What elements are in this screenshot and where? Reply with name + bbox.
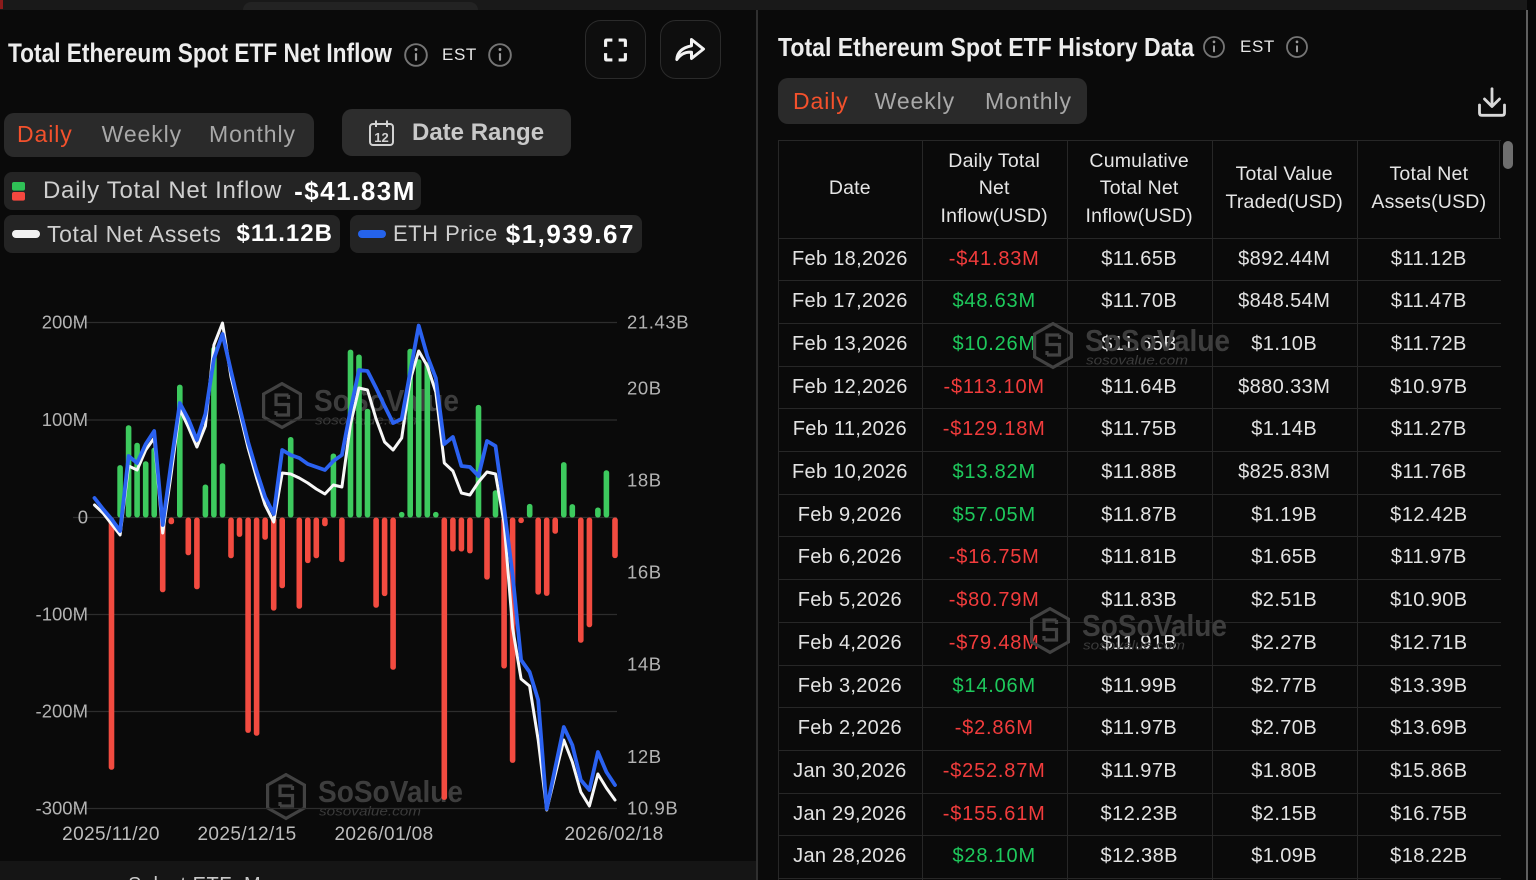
svg-text:16B: 16B — [627, 562, 662, 583]
svg-text:-200M: -200M — [36, 701, 88, 722]
svg-text:200M: 200M — [42, 312, 88, 333]
svg-text:SoSoValue: SoSoValue — [1085, 323, 1230, 358]
svg-text:100M: 100M — [42, 409, 88, 430]
svg-text:2026/01/08: 2026/01/08 — [334, 824, 433, 845]
svg-text:14B: 14B — [627, 654, 662, 675]
svg-text:sosovalue.com: sosovalue.com — [1086, 354, 1188, 368]
svg-text:sosovalue.com: sosovalue.com — [1083, 639, 1185, 653]
svg-text:0: 0 — [78, 507, 88, 528]
svg-text:12: 12 — [374, 130, 388, 145]
svg-text:-300M: -300M — [36, 798, 88, 819]
svg-text:10.9B: 10.9B — [627, 798, 678, 819]
svg-text:-100M: -100M — [36, 604, 88, 625]
svg-text:18B: 18B — [627, 470, 662, 491]
svg-text:21.43B: 21.43B — [627, 312, 689, 333]
svg-text:2026/02/18: 2026/02/18 — [564, 824, 663, 845]
svg-text:SoSoValue: SoSoValue — [318, 774, 463, 809]
svg-text:2025/12/15: 2025/12/15 — [197, 824, 296, 845]
svg-text:SoSoValue: SoSoValue — [1082, 608, 1227, 643]
svg-text:2025/11/20: 2025/11/20 — [62, 824, 160, 845]
svg-text:20B: 20B — [627, 378, 662, 399]
svg-text:12B: 12B — [627, 746, 662, 767]
